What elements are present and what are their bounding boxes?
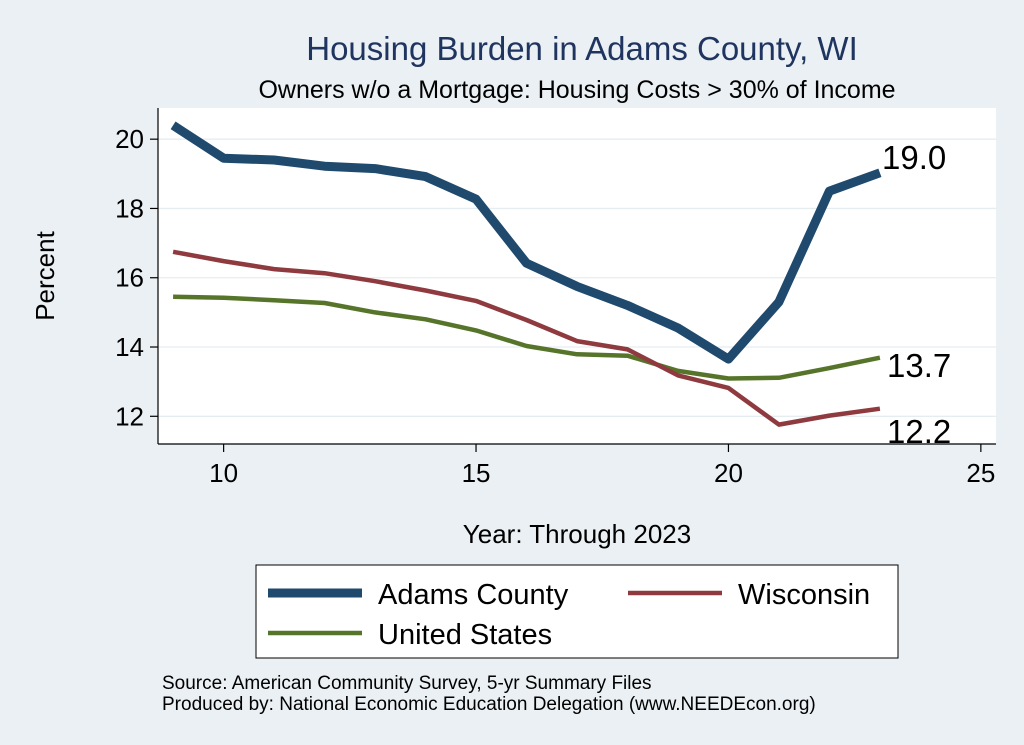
x-axis-label: Year: Through 2023: [463, 519, 691, 549]
y-tick-label-18: 18: [115, 193, 144, 223]
legend-label-wisconsin: Wisconsin: [738, 579, 870, 611]
producer-note: Produced by: National Economic Education…: [162, 694, 816, 715]
x-tick-label-20: 20: [714, 458, 743, 488]
y-tick-label-16: 16: [115, 263, 144, 293]
x-axis-ticks: 10 15 20 25: [209, 444, 995, 488]
series-line-wisconsin: [172, 249, 881, 427]
source-note: Source: American Community Survey, 5-yr …: [162, 673, 652, 694]
series-lines: [170, 121, 882, 427]
x-tick-label-15: 15: [462, 458, 491, 488]
x-tick-label-10: 10: [209, 458, 238, 488]
y-axis-label: Percent: [30, 230, 60, 320]
y-axis-ticks: 12 14 16 18 20: [115, 124, 158, 431]
x-tick-label-25: 25: [966, 458, 995, 488]
legend-label-adams-county: Adams County: [378, 579, 569, 611]
end-label-united-states: 13.7: [887, 347, 951, 384]
end-label-adams-county: 19.0: [882, 139, 946, 176]
series-line-united-states: [173, 294, 881, 381]
y-tick-label-12: 12: [115, 401, 144, 431]
chart-title: Housing Burden in Adams County, WI: [306, 30, 858, 67]
y-tick-label-20: 20: [115, 124, 144, 154]
series-line-adams-county: [170, 121, 882, 364]
gridlines: [158, 138, 996, 417]
chart-subtitle: Owners w/o a Mortgage: Housing Costs > 3…: [258, 76, 895, 104]
y-tick-label-14: 14: [115, 332, 144, 362]
end-label-wisconsin: 12.2: [887, 413, 951, 450]
legend-label-united-states: United States: [378, 619, 552, 651]
legend-box: [255, 564, 899, 659]
legend: Adams County Wisconsin United States: [255, 564, 899, 659]
